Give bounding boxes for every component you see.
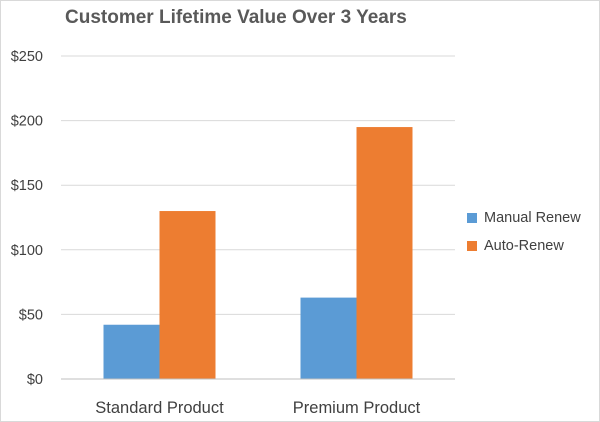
y-tick-label: $100 [11, 243, 43, 259]
x-axis-ticks: Standard Product Premium Product [95, 399, 420, 417]
bar-auto-renew-standard-product [159, 211, 216, 379]
y-tick-label: $250 [11, 49, 43, 65]
legend-item-manual-renew: Manual Renew [467, 207, 581, 228]
bar-manual-renew-standard-product [103, 324, 160, 379]
legend: Manual Renew Auto-Renew [467, 207, 581, 263]
y-tick-label: $50 [19, 307, 43, 323]
x-tick-label: Premium Product [293, 399, 421, 417]
legend-swatch-auto-renew [467, 240, 477, 251]
y-axis-ticks: $0 $50 $100 $150 $200 $250 [11, 49, 43, 388]
legend-label-manual-renew: Manual Renew [484, 209, 581, 226]
bar-auto-renew-premium-product [356, 127, 413, 379]
legend-swatch-manual-renew [467, 212, 477, 223]
y-tick-label: $0 [27, 372, 43, 388]
y-tick-label: $200 [11, 114, 43, 130]
chart-title: Customer Lifetime Value Over 3 Years [65, 7, 407, 28]
x-tick-label: Standard Product [95, 399, 224, 417]
y-tick-label: $150 [11, 178, 43, 194]
legend-label-auto-renew: Auto-Renew [484, 237, 564, 254]
bar-manual-renew-premium-product [300, 297, 357, 379]
bars [103, 127, 413, 379]
legend-item-auto-renew: Auto-Renew [467, 235, 581, 256]
